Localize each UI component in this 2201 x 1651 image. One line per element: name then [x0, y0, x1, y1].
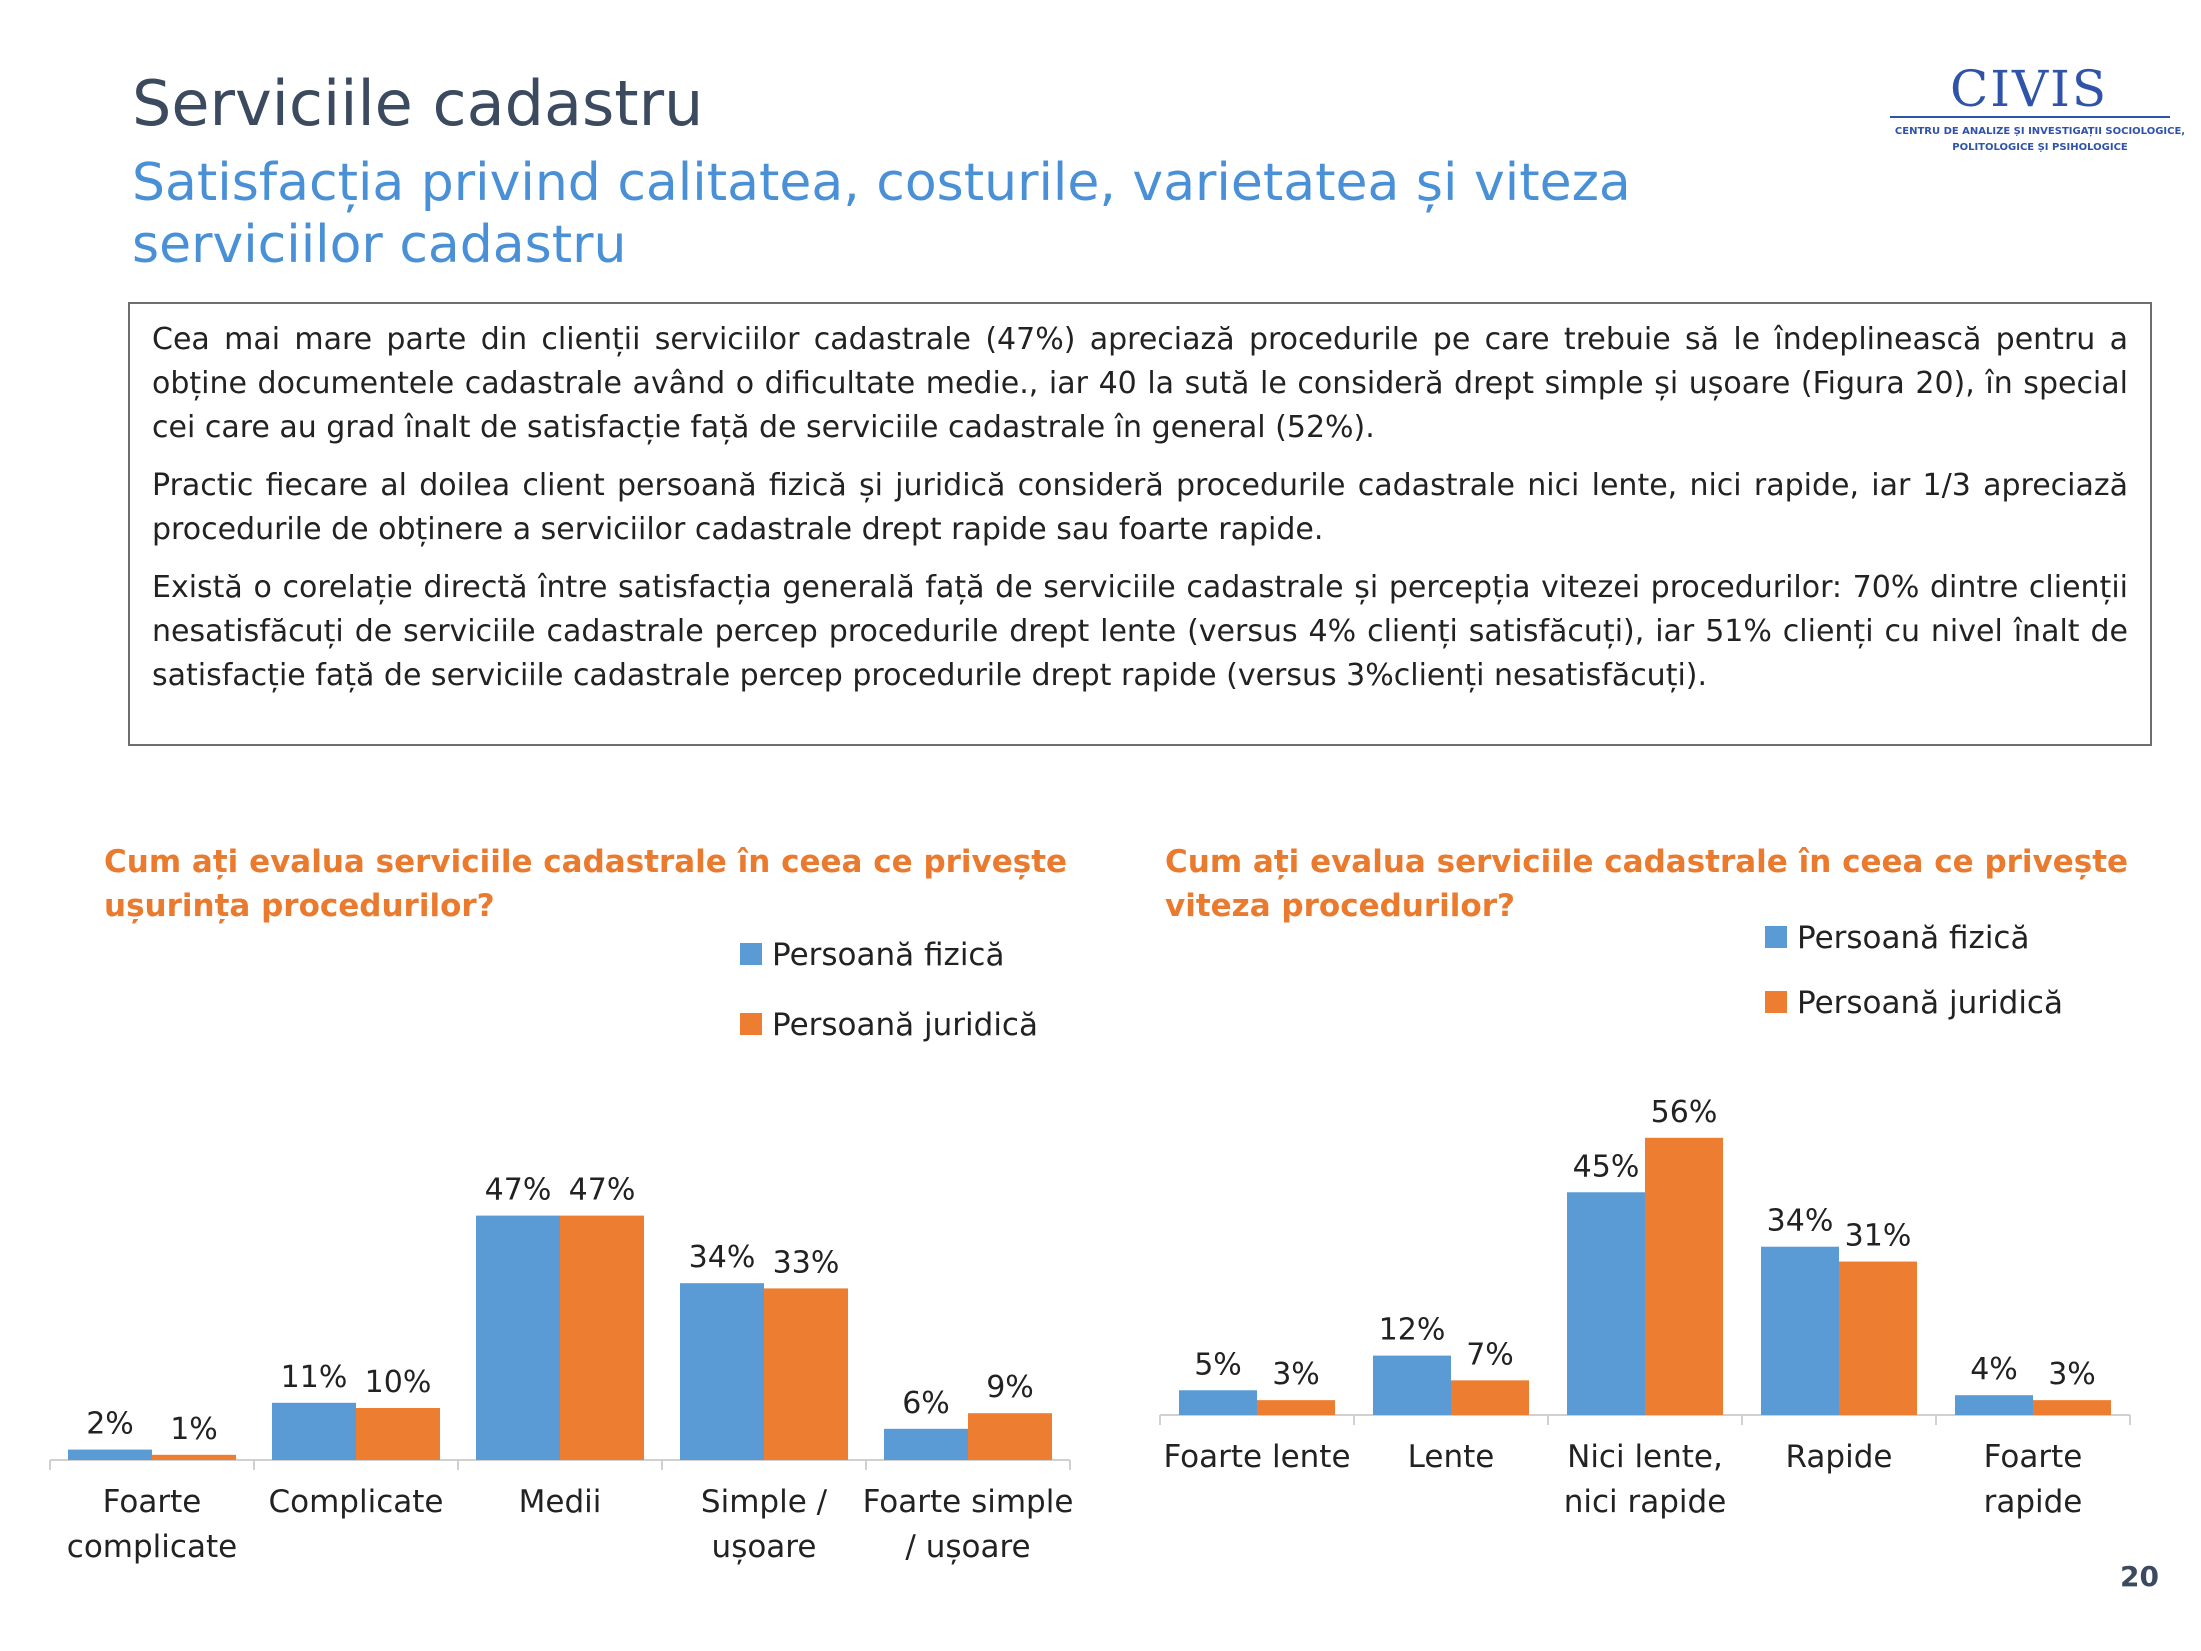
legend-label: Persoană juridică [772, 1007, 1038, 1043]
data-label: 47% [569, 1173, 636, 1208]
summary-box: Cea mai mare parte din clienții servicii… [128, 302, 2152, 746]
page-title: Serviciile cadastru [132, 67, 704, 140]
data-label: 9% [986, 1370, 1034, 1405]
logo-underline [1890, 116, 2170, 118]
chart-ease-title: Cum ați evalua serviciile cadastrale în … [104, 844, 1068, 924]
legend-swatch [740, 943, 762, 965]
bar [68, 1449, 152, 1460]
category-label: Foarte [103, 1484, 202, 1520]
chart-speed-title: Cum ați evalua serviciile cadastrale în … [1165, 844, 2129, 924]
data-label: 2% [86, 1407, 134, 1442]
summary-paragraph-2: Practic fiecare al doilea client persoan… [152, 468, 2128, 547]
bar [968, 1413, 1052, 1460]
bar [152, 1454, 236, 1460]
bar [560, 1215, 644, 1460]
bar [884, 1428, 968, 1460]
data-label: 1% [170, 1412, 218, 1447]
category-label: complicate [67, 1529, 237, 1565]
logo-caption-line1: CENTRU DE ANALIZE ȘI INVESTIGAȚII SOCIOL… [1894, 126, 2186, 137]
category-label: Simple / [701, 1484, 828, 1520]
data-label: 10% [365, 1365, 432, 1400]
bar [272, 1402, 356, 1460]
bar [680, 1283, 764, 1460]
logo-brand: CIVIS [1950, 60, 2109, 118]
data-label: 47% [485, 1173, 552, 1208]
summary-paragraph-3: Există o corelație directă între satisfa… [152, 570, 2128, 693]
data-label: 34% [689, 1240, 756, 1275]
category-label: Medii [519, 1484, 602, 1520]
data-label: 11% [281, 1360, 348, 1395]
category-label: Complicate [269, 1484, 444, 1520]
bar [476, 1215, 560, 1460]
summary-paragraph-1: Cea mai mare parte din clienții servicii… [152, 322, 2128, 445]
bar [764, 1288, 848, 1460]
data-label: 6% [902, 1386, 950, 1421]
page-number: 20 [2120, 1560, 2159, 1593]
page-subtitle: Satisfacția privind calitatea, costurile… [132, 153, 1631, 276]
category-label: / ușoare [905, 1529, 1030, 1565]
category-label: Foarte simple [863, 1484, 1074, 1520]
legend-swatch [740, 1013, 762, 1035]
logo-caption-line2: POLITOLOGICE ȘI PSIHOLOGICE [1952, 142, 2128, 153]
category-label: ușoare [712, 1529, 817, 1565]
bar [356, 1408, 440, 1460]
data-label: 33% [773, 1245, 840, 1280]
legend-label: Persoană fizică [772, 937, 1004, 973]
civis-logo: CIVIS CENTRU DE ANALIZE ȘI INVESTIGAȚII … [1890, 60, 2190, 170]
